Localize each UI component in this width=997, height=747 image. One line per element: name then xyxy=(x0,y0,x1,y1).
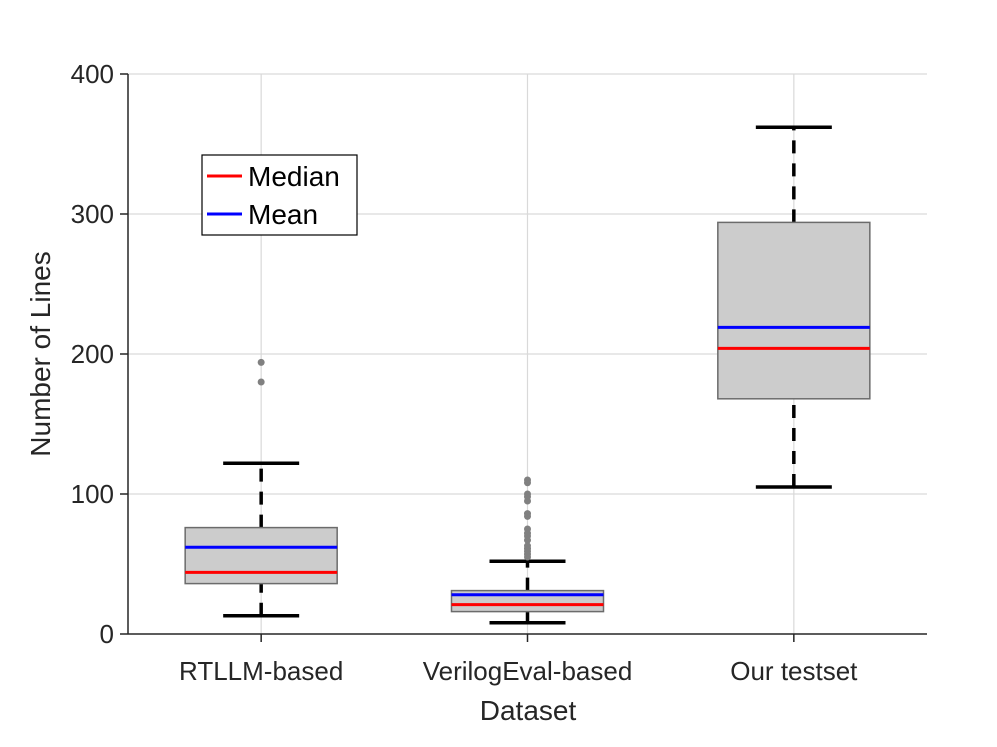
x-tick-label: Our testset xyxy=(730,656,858,686)
box-our-testset xyxy=(717,125,871,489)
tick-labels: 0 100 200 300 400 RTLLM-based VerilogEval-base… xyxy=(71,59,859,686)
outlier-point xyxy=(524,510,531,518)
iqr-box xyxy=(184,526,338,585)
outlier-point xyxy=(524,542,531,550)
outlier-point xyxy=(524,490,531,498)
y-axis-title: Number of Lines xyxy=(25,251,56,456)
box-rtllm-based xyxy=(184,358,338,618)
y-tick-label: 300 xyxy=(71,199,114,229)
outlier-point xyxy=(524,476,531,484)
outlier-point xyxy=(257,378,265,386)
y-tick-label: 0 xyxy=(100,619,114,649)
legend-box xyxy=(201,154,358,236)
x-tick-label: VerilogEval-based xyxy=(423,656,633,686)
y-tick-label: 200 xyxy=(71,339,114,369)
outlier-point xyxy=(524,525,531,533)
legend: Median Mean xyxy=(201,154,358,236)
x-tick-label: RTLLM-based xyxy=(179,656,343,686)
iqr-box xyxy=(717,221,871,400)
legend-mean-label: Mean xyxy=(248,199,318,230)
y-tick-label: 100 xyxy=(71,479,114,509)
box-verilogeval-based xyxy=(450,476,605,625)
x-axis-title: Dataset xyxy=(480,695,577,726)
box-plot-series xyxy=(184,125,871,625)
outlier-point xyxy=(257,358,265,366)
axes xyxy=(120,73,927,642)
y-tick-label: 400 xyxy=(71,59,114,89)
legend-median-label: Median xyxy=(248,161,340,192)
